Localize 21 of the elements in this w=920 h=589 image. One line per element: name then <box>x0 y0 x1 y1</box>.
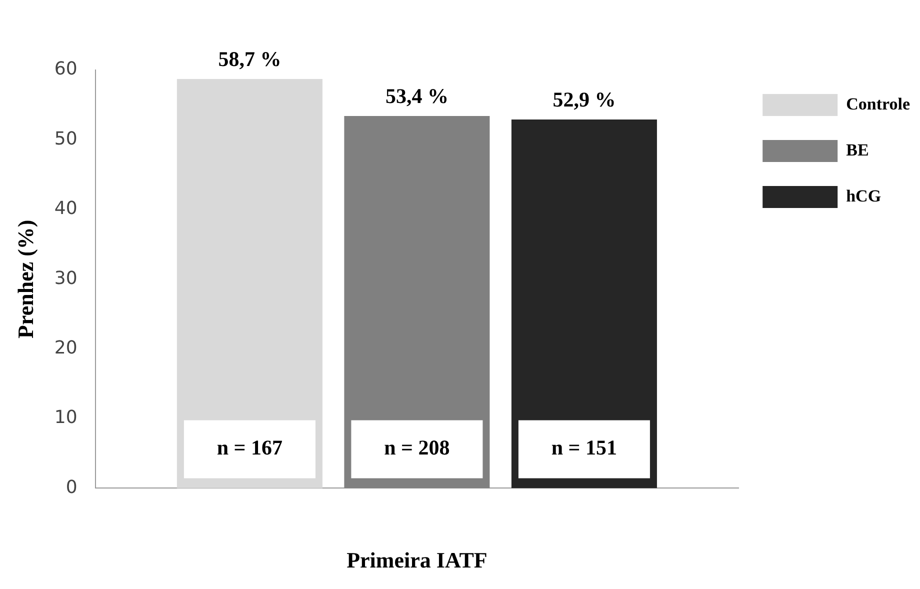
y-tick-label: 50 <box>54 128 78 150</box>
bar <box>511 119 657 488</box>
legend-label: Controle <box>846 94 910 114</box>
data-label: 52,9 % <box>552 87 616 112</box>
legend-label: hCG <box>846 186 882 206</box>
y-tick-label: 0 <box>66 476 78 498</box>
data-label: 58,7 % <box>218 46 282 71</box>
bar <box>344 116 490 488</box>
x-axis-title: Primeira IATF <box>346 547 488 572</box>
y-tick-label: 20 <box>54 337 78 358</box>
annotation: n = 151 <box>551 436 618 460</box>
bar <box>176 79 322 488</box>
y-tick-label: 60 <box>54 58 78 80</box>
y-axis-title: Prenhez (%) <box>12 220 38 338</box>
y-tick-label: 10 <box>54 407 78 428</box>
y-tick-label: 40 <box>54 198 78 220</box>
data-label: 53,4 % <box>385 84 448 108</box>
legend-label: BE <box>846 140 869 160</box>
annotation: n = 167 <box>216 436 283 460</box>
annotation: n = 208 <box>384 436 450 460</box>
y-tick-label: 30 <box>54 268 78 289</box>
